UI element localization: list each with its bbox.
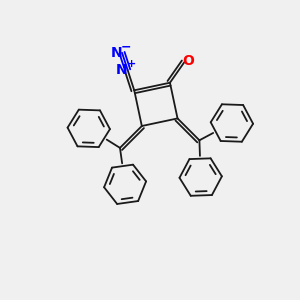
Text: N: N [110, 46, 122, 60]
Text: N: N [116, 63, 128, 77]
Text: O: O [182, 54, 194, 68]
Text: +: + [127, 59, 136, 69]
Text: −: − [121, 40, 131, 53]
